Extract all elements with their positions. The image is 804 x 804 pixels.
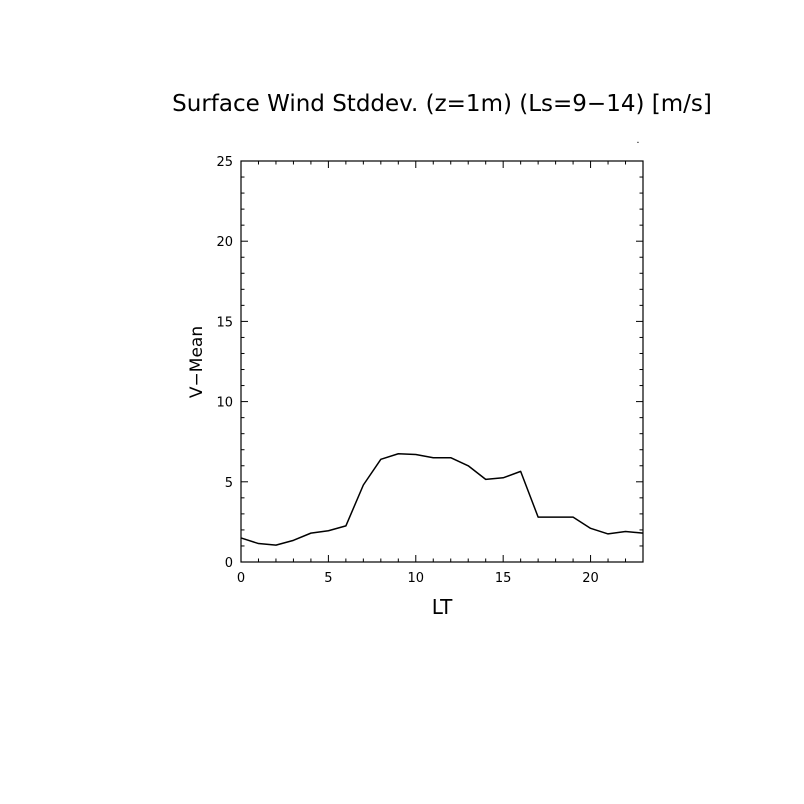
y-tick-label: 0 bbox=[225, 556, 233, 571]
x-axis-tick-labels: 0 5 10 15 20 bbox=[237, 571, 599, 586]
series-line bbox=[240, 452, 644, 546]
y-axis-tick-labels: 0 5 10 15 20 25 bbox=[216, 155, 233, 571]
series-points bbox=[241, 454, 643, 545]
plot-frame bbox=[240, 160, 644, 563]
x-axis-ticks bbox=[240, 161, 644, 562]
x-tick-label: 0 bbox=[237, 571, 245, 586]
y-tick-label: 20 bbox=[216, 235, 233, 250]
y-tick-label: 5 bbox=[225, 476, 233, 491]
x-tick-label: 15 bbox=[495, 571, 512, 586]
x-tick-label: 20 bbox=[582, 571, 599, 586]
y-axis-ticks bbox=[241, 160, 643, 563]
y-tick-label: 10 bbox=[216, 396, 233, 411]
corner-dot: · bbox=[636, 138, 639, 149]
x-tick-label: 10 bbox=[408, 571, 425, 586]
y-axis-label: V−Mean bbox=[187, 326, 207, 398]
y-tick-label: 25 bbox=[216, 155, 233, 170]
x-tick-label: 5 bbox=[324, 571, 332, 586]
y-tick-label: 15 bbox=[216, 315, 233, 330]
chart-title: Surface Wind Stddev. (z=1m) (Ls=9−14) [m… bbox=[172, 91, 712, 117]
x-axis-label: LT bbox=[432, 595, 453, 619]
